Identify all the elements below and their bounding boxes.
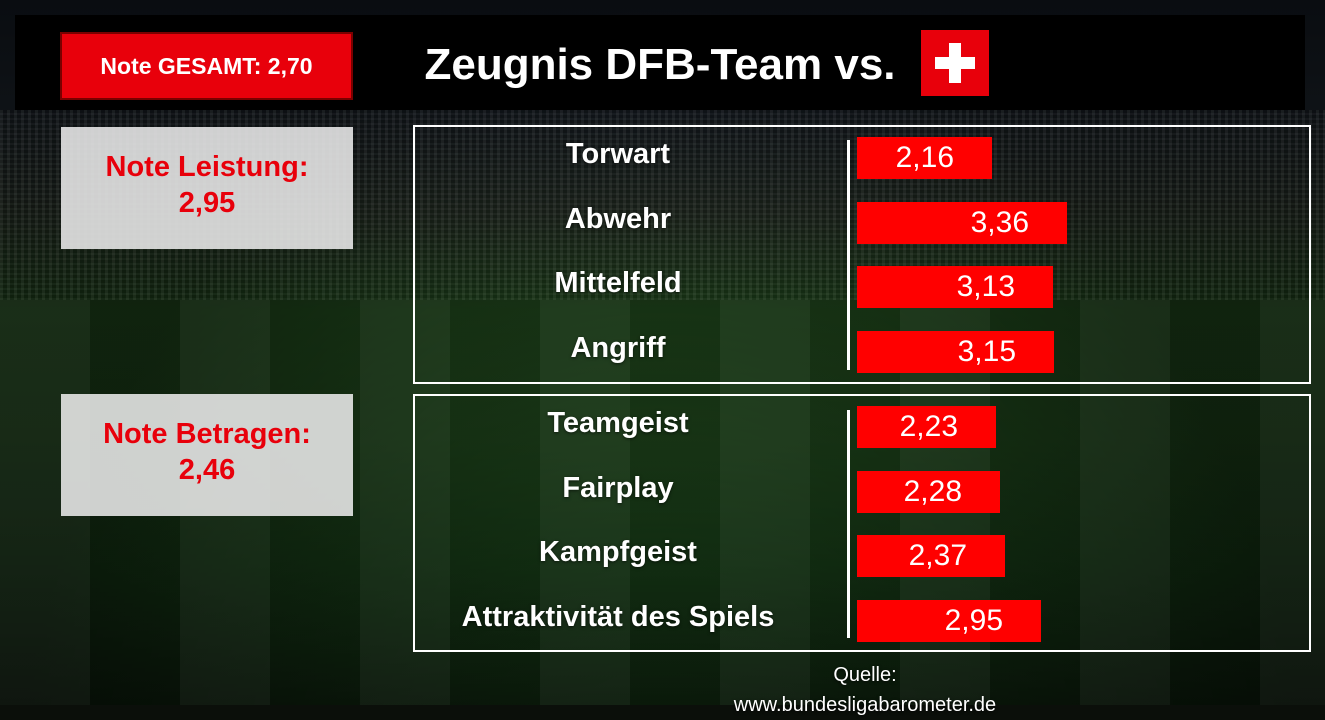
leistung-value: 2,95 (178, 187, 236, 219)
bar-value-label: 3,36 (970, 205, 1029, 239)
category-label: Attraktivität des Spiels (461, 600, 775, 633)
source-note: Quelle: www.bundesligabarometer.de (733, 664, 997, 716)
betragen-chart-frame (413, 394, 1311, 652)
category-label: Kampfgeist (539, 536, 697, 568)
bar: 3,36 (857, 201, 1067, 244)
leistung-label: Note Leistung: (105, 151, 309, 183)
overall-grade-badge: Note GESAMT: 2,70 (60, 32, 353, 100)
category-label: Mittelfeld (554, 267, 682, 299)
stadium-background (0, 0, 1325, 705)
bar: 2,95 (857, 599, 1041, 642)
bar: 3,13 (857, 266, 1053, 308)
betragen-summary-box: Note Betragen: 2,46 (61, 394, 353, 516)
swiss-flag-icon (921, 30, 989, 96)
page-title: Zeugnis DFB-Team vs. (424, 40, 896, 89)
category-label: Abwehr (564, 202, 672, 235)
bar-value-label: 3,13 (956, 270, 1015, 303)
bar: 2,37 (857, 535, 1005, 577)
category-label: Fairplay (562, 471, 674, 504)
category-label: Torwart (565, 138, 671, 170)
bar: 2,23 (857, 406, 996, 448)
bar-value-label: 2,28 (903, 474, 962, 508)
betragen-value: 2,46 (178, 454, 236, 486)
leistung-chart-frame (413, 125, 1311, 384)
category-label: Teamgeist (547, 407, 689, 439)
bar-value-label: 2,23 (899, 410, 958, 443)
betragen-label: Note Betragen: (103, 418, 311, 450)
leistung-axis-line (847, 140, 850, 370)
betragen-axis-line (847, 410, 850, 638)
bar-value-label: 3,15 (957, 334, 1016, 368)
bar-value-label: 2,95 (944, 603, 1003, 637)
bar-value-label: 2,37 (908, 539, 967, 572)
bar: 2,16 (857, 137, 992, 179)
bar-value-label: 2,16 (895, 141, 954, 174)
category-label: Angriff (570, 331, 666, 364)
bar: 2,28 (857, 470, 1000, 513)
leistung-summary-box: Note Leistung: 2,95 (61, 127, 353, 249)
bar: 3,15 (857, 330, 1054, 373)
